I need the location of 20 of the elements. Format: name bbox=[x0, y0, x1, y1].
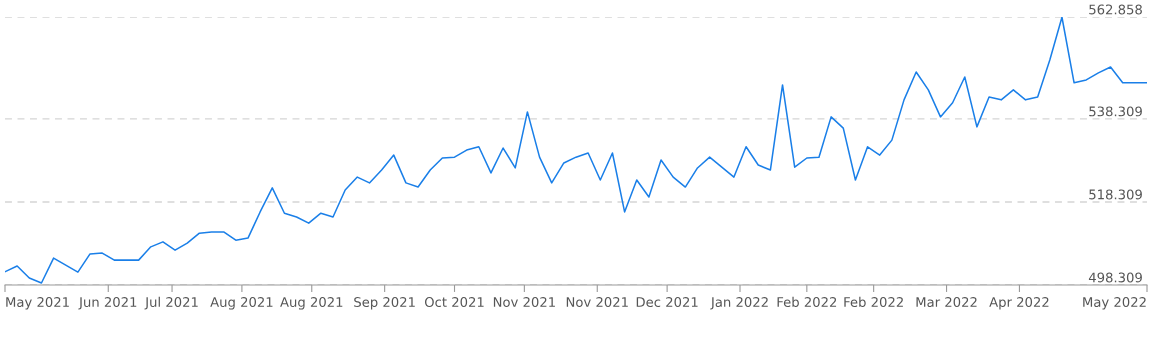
x-tick-label: Dec 2021 bbox=[636, 297, 698, 308]
x-tick-label: Mar 2022 bbox=[916, 297, 977, 308]
y-tick-label: 498.309 bbox=[1088, 272, 1142, 283]
x-tick-label: Feb 2022 bbox=[777, 296, 837, 308]
y-tick-label: 562.858 bbox=[1089, 4, 1142, 15]
x-tick-label: Aug 2021 bbox=[210, 297, 273, 310]
x-tick-label: Jan 2022 bbox=[710, 297, 768, 310]
x-tick-label: Sep 2021 bbox=[354, 297, 415, 310]
x-tick-label: Oct 2021 bbox=[424, 297, 484, 308]
x-tick-label: Feb 2022 bbox=[844, 296, 903, 308]
y-tick-label: 518.309 bbox=[1089, 189, 1142, 200]
x-tick-label: Nov 2021 bbox=[493, 297, 555, 308]
x-tick-label: May 2022 bbox=[1083, 297, 1146, 310]
x-tick-label: Jul 2021 bbox=[144, 296, 198, 310]
x-tick-label: Jun 2021 bbox=[78, 297, 137, 310]
x-tick-label: May 2021 bbox=[6, 297, 69, 310]
x-tick-label: Aug 2021 bbox=[280, 297, 343, 310]
x-tick-label: Nov 2021 bbox=[566, 297, 628, 308]
x-tick-label: Apr 2022 bbox=[989, 297, 1049, 310]
y-tick-label: 538.309 bbox=[1089, 106, 1142, 117]
